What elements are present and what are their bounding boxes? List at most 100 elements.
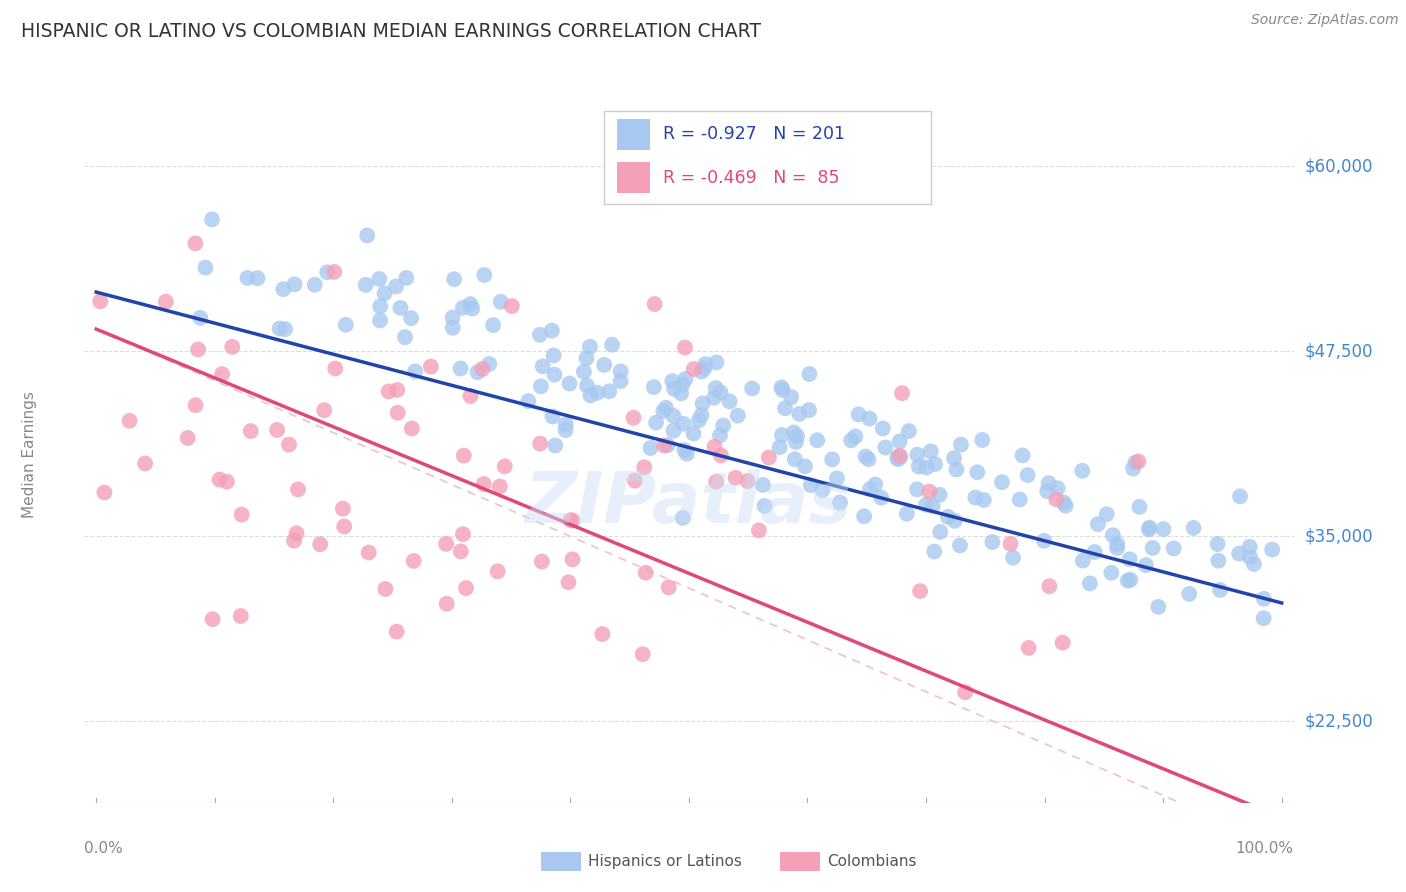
Point — [1084, 545, 1107, 559]
Point — [905, 483, 928, 497]
Point — [357, 545, 380, 559]
Point — [1078, 576, 1101, 591]
Point — [368, 299, 391, 313]
Point — [924, 457, 946, 471]
Point — [737, 474, 759, 488]
Point — [460, 389, 482, 403]
Point — [652, 404, 675, 418]
Point — [544, 438, 567, 452]
Point — [915, 498, 938, 512]
Point — [789, 407, 811, 421]
Point — [1099, 566, 1122, 580]
Point — [690, 365, 713, 379]
Point — [858, 411, 880, 425]
Point — [1001, 550, 1024, 565]
Point — [194, 260, 217, 275]
Point — [176, 431, 198, 445]
Point — [859, 482, 882, 496]
Point — [1087, 517, 1109, 532]
Point — [1182, 521, 1205, 535]
Point — [671, 377, 693, 392]
Point — [441, 310, 464, 325]
Point — [1054, 499, 1077, 513]
Point — [1053, 495, 1076, 509]
Point — [631, 647, 654, 661]
Point — [273, 282, 295, 296]
Point — [554, 417, 576, 432]
Point — [709, 385, 731, 400]
Point — [1118, 552, 1140, 566]
Point — [215, 475, 238, 489]
Point — [889, 434, 911, 449]
Point — [453, 449, 475, 463]
Point — [865, 477, 887, 491]
Point — [645, 416, 668, 430]
Point — [368, 313, 391, 327]
Point — [770, 428, 793, 442]
Point — [395, 271, 418, 285]
Point — [1139, 521, 1161, 535]
Point — [93, 485, 115, 500]
Point — [486, 565, 509, 579]
Point — [89, 294, 111, 309]
Point — [558, 376, 581, 391]
Point — [368, 272, 391, 286]
Point — [922, 544, 945, 558]
Text: Median Earnings: Median Earnings — [22, 392, 38, 518]
Point — [855, 450, 877, 464]
Point — [703, 391, 725, 405]
Point — [704, 381, 727, 395]
Point — [773, 401, 796, 416]
Point — [385, 624, 408, 639]
Point — [1033, 533, 1056, 548]
Point — [314, 403, 336, 417]
Text: HISPANIC OR LATINO VS COLOMBIAN MEDIAN EARNINGS CORRELATION CHART: HISPANIC OR LATINO VS COLOMBIAN MEDIAN E… — [21, 22, 761, 41]
Point — [356, 228, 378, 243]
Point — [675, 372, 697, 386]
Point — [706, 355, 728, 369]
Point — [821, 452, 844, 467]
Point — [1229, 489, 1251, 503]
Point — [839, 434, 862, 448]
Point — [657, 438, 679, 452]
Point — [246, 271, 269, 285]
Point — [772, 383, 794, 397]
Point — [309, 537, 332, 551]
Point — [886, 450, 908, 465]
Point — [560, 513, 582, 527]
Point — [184, 398, 207, 412]
Point — [783, 425, 806, 440]
Point — [399, 311, 422, 326]
Point — [945, 462, 967, 476]
Point — [973, 493, 995, 508]
Point — [915, 460, 938, 475]
Point — [634, 566, 657, 580]
Text: 0.0%: 0.0% — [84, 841, 124, 856]
Point — [208, 473, 231, 487]
Point — [211, 367, 233, 381]
Point — [718, 394, 741, 409]
Point — [454, 581, 477, 595]
Point — [530, 379, 553, 393]
Point — [889, 449, 911, 463]
Text: ZIPatlas: ZIPatlas — [526, 469, 852, 538]
Point — [188, 310, 211, 325]
Point — [905, 448, 928, 462]
Point — [541, 324, 564, 338]
Point — [672, 511, 695, 525]
Point — [229, 609, 252, 624]
Point — [662, 424, 685, 438]
Point — [662, 409, 685, 423]
Point — [794, 459, 817, 474]
Point — [870, 491, 893, 505]
Point — [1128, 500, 1150, 514]
Point — [354, 277, 377, 292]
Point — [572, 365, 595, 379]
Point — [673, 443, 696, 458]
Point — [1052, 635, 1074, 649]
Point — [575, 351, 598, 366]
Point — [644, 297, 666, 311]
Point — [949, 538, 972, 552]
Point — [1107, 537, 1129, 551]
Point — [1243, 557, 1265, 571]
